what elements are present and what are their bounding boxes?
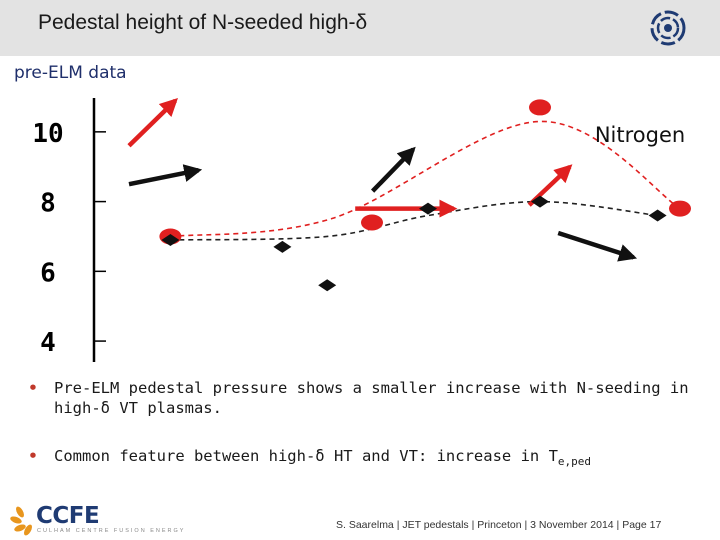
black-data-point: [531, 195, 549, 208]
chart-annotation: Nitrogen: [595, 123, 685, 147]
black-arrow: [128, 164, 203, 187]
black-data-point: [318, 279, 337, 292]
page-title: Pedestal height of N-seeded high-δ: [38, 11, 368, 34]
brand-subtitle: CULHAM CENTRE FUSION ENERGY: [37, 528, 186, 534]
red-trend-line: [170, 120, 681, 238]
red-data-point: [669, 200, 691, 217]
chart: 10 8 6 4 Nitrogen: [32, 97, 691, 362]
bullet-icon: •: [28, 447, 38, 465]
black-trend-line: [170, 200, 658, 241]
black-data-point: [161, 233, 180, 246]
red-arrow: [127, 97, 178, 148]
bullet-text: Pre-ELM pedestal pressure shows a smalle…: [54, 379, 689, 417]
bullet-item: • Pre-ELM pedestal pressure shows a smal…: [28, 378, 698, 418]
bullet-text: Common feature between high-δ HT and VT:…: [54, 447, 558, 465]
black-data-point: [419, 202, 437, 215]
subtitle: pre-ELM data: [14, 63, 127, 83]
red-data-point: [529, 99, 551, 116]
red-data-point: [361, 214, 383, 231]
y-tick-label: 6: [40, 258, 56, 288]
bullet-list: • Pre-ELM pedestal pressure shows a smal…: [28, 378, 698, 472]
black-data-point: [648, 209, 667, 222]
bullet-subscript: e,ped: [557, 455, 592, 469]
brand-name: CCFE: [36, 503, 100, 529]
black-arrow: [557, 230, 638, 262]
header-bar: Pedestal height of N-seeded high-δ: [0, 0, 720, 56]
y-tick-label: 10: [32, 119, 63, 149]
bullet-icon: •: [28, 379, 38, 397]
black-data-point: [273, 240, 292, 253]
y-tick-label: 4: [40, 328, 56, 358]
y-tick-label: 8: [40, 189, 56, 219]
ccfe-logo-icon: [10, 506, 32, 536]
black-arrow: [370, 146, 416, 193]
jet-logo-icon: [650, 10, 686, 46]
bullet-item: • Common feature between high-δ HT and V…: [28, 446, 698, 472]
footer-citation: S. Saarelma | JET pedestals | Princeton …: [336, 519, 662, 531]
